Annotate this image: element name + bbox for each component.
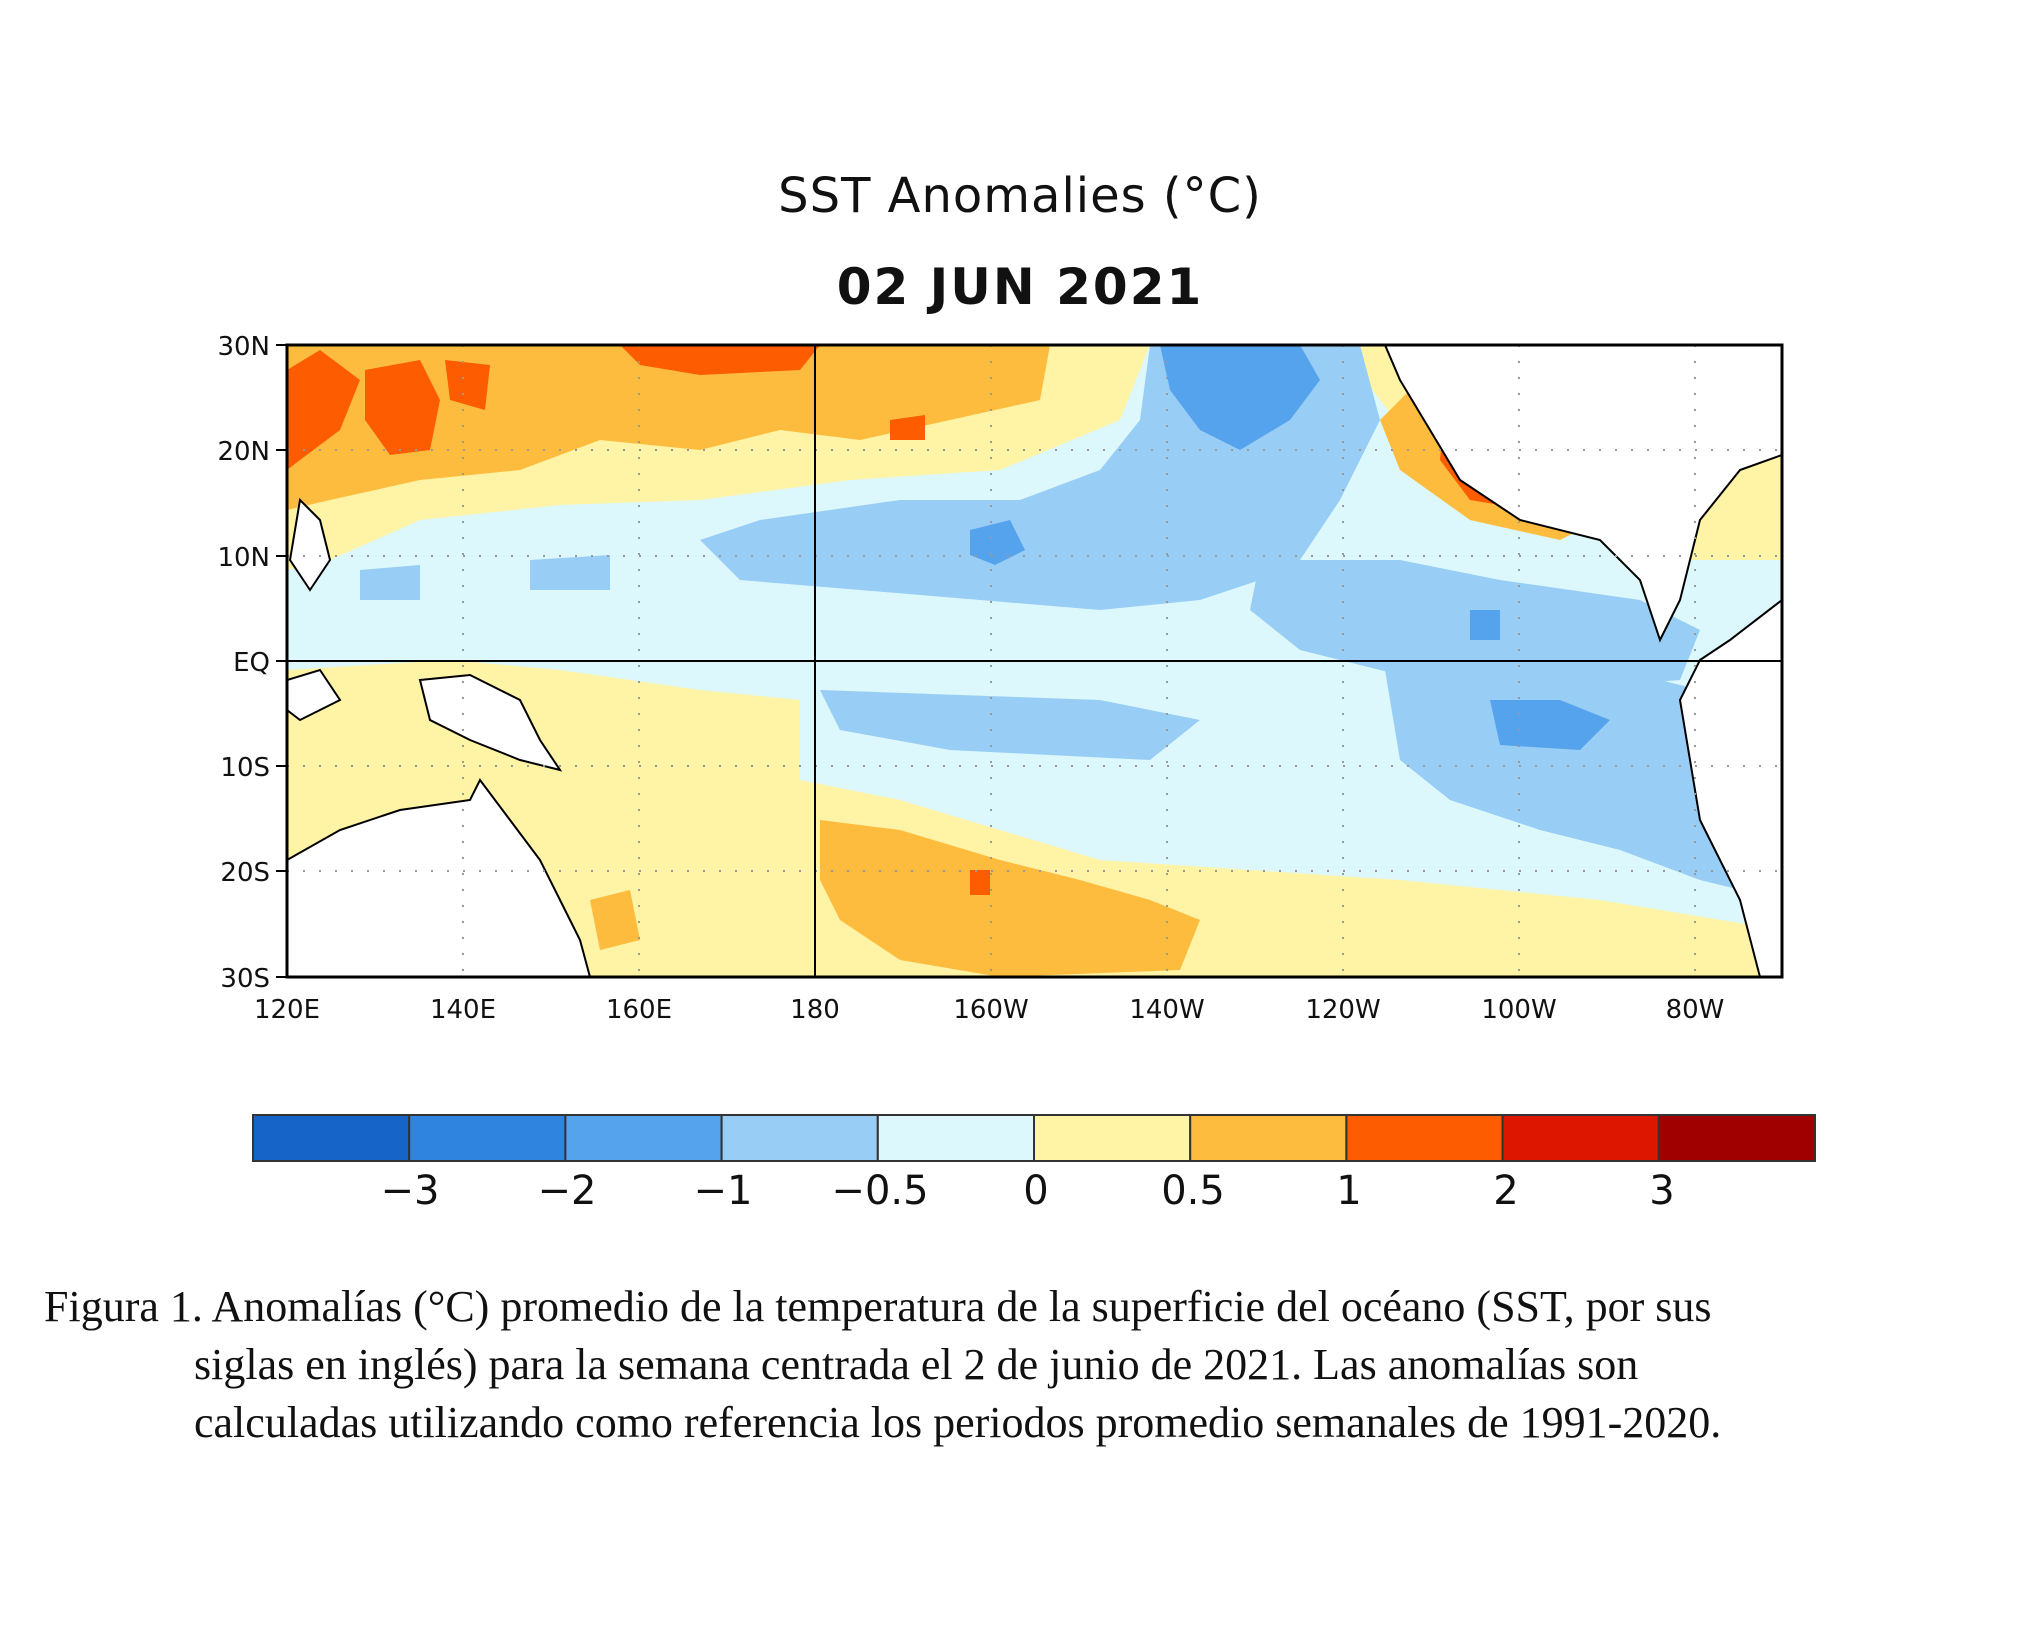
anomaly-region-nw-strong-3 — [445, 360, 490, 410]
colorbar-swatch — [564, 1114, 723, 1162]
caption-line: calculadas utilizando como referencia lo… — [194, 1398, 1722, 1447]
anomaly-region-nw-strong — [287, 350, 360, 470]
land-north-america — [1383, 345, 1782, 643]
colorbar-label: −1 — [694, 1168, 753, 1214]
lon-label: 100W — [1481, 995, 1556, 1025]
anomaly-region-north-strong — [620, 345, 820, 375]
colorbar-label: 2 — [1493, 1168, 1518, 1214]
land-new-guinea — [418, 673, 563, 772]
lat-label: 20S — [220, 858, 270, 888]
anomaly-region-nw-strong-2 — [365, 360, 440, 455]
anomaly-region-hawaii-strong — [890, 415, 925, 440]
land-australia — [287, 778, 592, 977]
anomaly-region-south-warm — [287, 660, 1782, 977]
anomaly-region-west-cool-2 — [530, 555, 610, 590]
lat-axis: 30N 20N 10N EQ 10S 20S 30S — [217, 332, 270, 994]
colorbar-label: −2 — [538, 1168, 597, 1214]
lat-label: 10N — [217, 543, 270, 573]
land-philippines — [288, 497, 332, 592]
colorbar-swatch — [720, 1114, 879, 1162]
anomaly-region-south-moderate — [820, 820, 1200, 977]
lat-label: 30N — [217, 332, 270, 362]
colorbar-label: −0.5 — [831, 1168, 928, 1214]
colorbar-swatch — [1033, 1114, 1192, 1162]
colorbar-swatch — [408, 1114, 567, 1162]
sst-anomaly-map: 30N 20N 10N EQ 10S 20S 30S 120E 140E 160… — [217, 332, 1817, 1214]
lat-label: 30S — [220, 964, 270, 994]
colorbar-swatch — [876, 1114, 1035, 1162]
anomaly-region-south-west-moderate — [590, 890, 640, 950]
anomaly-region-central-south-cool — [820, 690, 1200, 760]
colorbar-label: 0.5 — [1161, 1168, 1225, 1214]
colorbar-swatch — [1501, 1114, 1660, 1162]
lon-label: 120W — [1305, 995, 1380, 1025]
map-title: SST Anomalies (°C) — [778, 168, 1262, 224]
colorbar-swatch — [252, 1114, 411, 1162]
caption-line: Figura 1. Anomalías (°C) promedio de la … — [44, 1282, 1712, 1331]
anomaly-region-eastern-cool — [1470, 610, 1500, 640]
lon-label: 140E — [430, 995, 496, 1025]
lon-label: 140W — [1129, 995, 1204, 1025]
lon-label: 80W — [1666, 995, 1725, 1025]
colorbar-label: 0 — [1023, 1168, 1048, 1214]
lat-label: EQ — [233, 648, 270, 678]
colorbar-swatch — [1189, 1114, 1348, 1162]
anomaly-region-se-moderate-cool — [1490, 700, 1610, 750]
caption-line: siglas en inglés) para la semana centrad… — [194, 1340, 1639, 1389]
lat-label: 20N — [217, 437, 270, 467]
lat-ticks — [276, 344, 287, 978]
anomaly-region-south-strong — [970, 870, 990, 895]
anomaly-region-west-cool — [360, 565, 420, 600]
figure-caption: Figura 1. Anomalías (°C) promedio de la … — [44, 1278, 2004, 1452]
colorbar-label: 1 — [1336, 1168, 1361, 1214]
lon-label: 160E — [606, 995, 672, 1025]
colorbar-swatch — [1657, 1114, 1817, 1162]
land-indonesia — [287, 668, 342, 722]
lat-label: 10S — [220, 753, 270, 783]
anomaly-region-npac-moderate-cool-2 — [970, 520, 1025, 565]
colorbar-label: −3 — [381, 1168, 440, 1214]
land-masses — [287, 345, 1782, 977]
lon-label: 160W — [953, 995, 1028, 1025]
lon-label: 180 — [790, 995, 840, 1025]
colorbar — [252, 1114, 1817, 1162]
lon-axis: 120E 140E 160E 180 160W 140W 120W 100W 8… — [254, 995, 1724, 1025]
land-south-america — [1678, 598, 1782, 977]
colorbar-swatch — [1345, 1114, 1504, 1162]
reference-lines — [287, 345, 1782, 977]
anomaly-region-npac-moderate-cool — [1160, 345, 1320, 450]
colorbar-label: 3 — [1649, 1168, 1674, 1214]
colorbar-labels: −3 −2 −1 −0.5 0 0.5 1 2 3 — [381, 1168, 1675, 1214]
map-date: 02 JUN 2021 — [836, 258, 1204, 316]
lon-label: 120E — [254, 995, 320, 1025]
